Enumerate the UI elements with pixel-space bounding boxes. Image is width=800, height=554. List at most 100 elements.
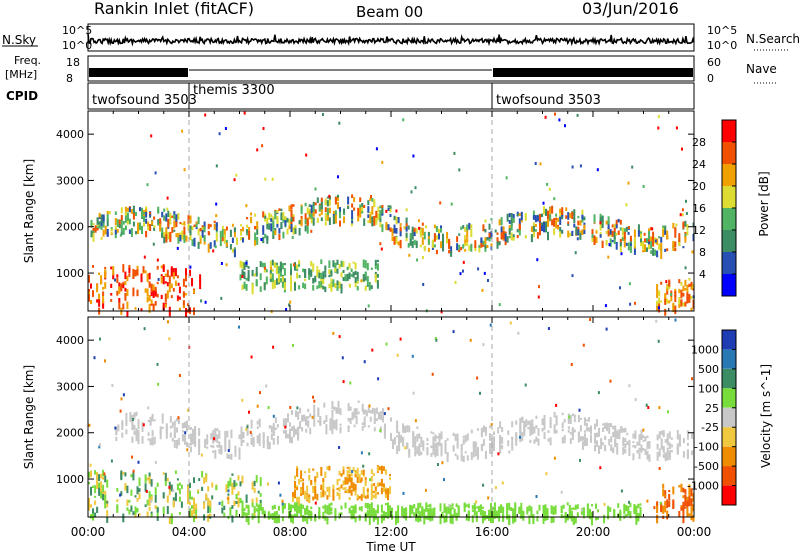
heatmap-cell [553,412,556,418]
heatmap-cell [334,514,337,521]
colorbar-frame [721,329,737,506]
heatmap-cell [364,285,367,291]
heatmap-cell [574,505,577,509]
heatmap-cell [246,442,249,447]
heatmap-cell [474,444,477,450]
heatmap-cell [421,222,424,226]
heatmap-cell [497,429,500,434]
heatmap-cell [307,408,310,413]
heatmap-cell [524,235,527,239]
heatmap-cell [686,284,689,293]
heatmap-speckle [360,451,363,455]
heatmap-cell [172,275,175,280]
heatmap-cell [125,429,128,433]
heatmap-cell [189,307,192,312]
heatmap-cell [397,505,400,512]
heatmap-speckle [553,456,556,460]
heatmap-cell [680,299,683,306]
heatmap-speckle [265,384,268,388]
heatmap-cell [100,226,103,230]
heatmap-speckle [545,472,548,476]
heatmap-cell [553,228,556,236]
heatmap-cell [348,487,351,493]
heatmap-cell [613,223,616,230]
heatmap-cell [131,425,134,431]
colorbar-tick-label: 12 [692,224,706,237]
heatmap-cell [316,285,319,290]
heatmap-cell [490,503,493,511]
heatmap-speckle [534,162,537,165]
y-tick-label: 2000 [56,427,84,440]
heatmap-speckle [604,304,607,308]
heatmap-cell [231,486,234,495]
heatmap-cell [320,277,323,284]
heatmap-cell [616,443,619,446]
heatmap-speckle [243,111,246,115]
heatmap-cell [514,516,517,523]
heatmap-cell [411,226,414,232]
heatmap-cell [593,214,596,223]
heatmap-cell [352,505,355,515]
heatmap-speckle [241,275,244,278]
heatmap-cell [245,494,248,503]
heatmap-cell [376,259,379,263]
heatmap-cell [328,260,331,269]
heatmap-cell [331,409,334,419]
heatmap-cell [207,498,210,506]
heatmap-cell [120,231,123,236]
heatmap-cell [106,510,109,517]
heatmap-cell [480,237,483,244]
heatmap-cell [164,303,167,308]
heatmap-cell [292,204,295,207]
heatmap-cell [224,431,227,439]
heatmap-cell [90,470,93,478]
heatmap-cell [294,282,297,291]
heatmap-cell [339,426,342,434]
heatmap-cell [122,281,125,287]
heatmap-cell [333,406,336,411]
heatmap-cell [390,432,393,441]
heatmap-speckle [571,165,574,169]
heatmap-cell [185,293,188,296]
heatmap-cell [308,269,311,278]
heatmap-cell [338,472,341,476]
heatmap-cell [184,421,187,428]
heatmap-cell [684,489,687,494]
heatmap-cell [391,513,394,517]
heatmap-cell [261,507,264,510]
heatmap-cell [176,275,179,279]
heatmap-cell [197,216,200,225]
heatmap-cell [396,445,399,455]
heatmap-cell [399,227,402,232]
heatmap-cell [615,242,618,250]
heatmap-cell [492,510,495,515]
heatmap-cell [100,481,103,489]
heatmap-cell [88,497,91,504]
heatmap-speckle [399,337,402,341]
heatmap-cell [625,226,628,232]
heatmap-speckle [186,408,189,412]
heatmap-cell [197,241,200,249]
heatmap-cell [191,505,194,509]
heatmap-cell [464,434,467,443]
heatmap-cell [632,441,635,444]
heatmap-cell [213,220,216,223]
heatmap-cell [638,452,641,460]
heatmap-cell [144,483,147,492]
heatmap-cell [250,432,253,437]
heatmap-cell [182,293,185,298]
heatmap-cell [443,507,446,510]
heatmap-speckle [483,271,486,275]
heatmap-cell [312,213,315,217]
heatmap-cell [90,219,93,227]
heatmap-cell [295,410,298,417]
heatmap-cell [152,284,155,291]
heatmap-cell [366,284,369,287]
heatmap-cell [242,435,245,439]
heatmap-cell [275,278,278,285]
heatmap-cell [405,226,408,232]
heatmap-cell [294,483,297,488]
heatmap-cell [230,429,233,436]
heatmap-cell [177,235,180,244]
heatmap-cell [567,429,570,433]
